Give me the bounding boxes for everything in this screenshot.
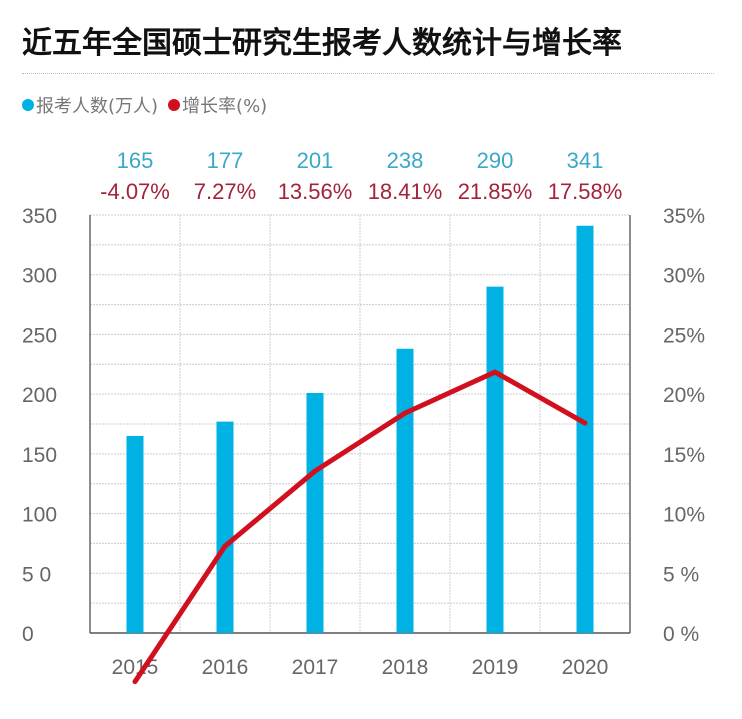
x-tick-label: 2017: [292, 656, 339, 679]
rate-value-label: -4.07%: [100, 179, 170, 204]
chart-title: 近五年全国硕士研究生报考人数统计与增长率: [22, 26, 622, 61]
rate-line: [132, 369, 588, 685]
x-tick-label: 2020: [562, 656, 609, 679]
legend: 报考人数(万人) 增长率(%): [22, 92, 267, 118]
bar: [576, 225, 594, 633]
rate-value-label: 7.27%: [194, 179, 256, 204]
y-right-tick-label: 0 %: [663, 623, 699, 646]
bar: [396, 348, 414, 633]
rate-value-label: 21.85%: [458, 179, 533, 204]
y-right-tick-label: 30%: [663, 265, 705, 288]
legend-dot-icon: [22, 99, 34, 111]
bar: [486, 286, 504, 633]
bar: [216, 421, 234, 633]
y-right-tick-label: 5 %: [663, 563, 699, 586]
bar-value-label: 290: [477, 148, 514, 173]
x-tick-label: 2018: [382, 656, 429, 679]
y-right-tick-label: 10%: [663, 504, 705, 527]
y-right-tick-label: 25%: [663, 324, 705, 347]
bar-value-label: 238: [387, 148, 424, 173]
y-right-tick-label: 15%: [663, 444, 705, 467]
bar: [126, 435, 144, 633]
y-left-tick-label: 200: [22, 384, 57, 407]
bar-value-label: 177: [207, 148, 244, 173]
y-left-tick-label: 350: [22, 205, 57, 228]
legend-dot-icon: [168, 99, 181, 111]
title-divider: [22, 73, 714, 74]
legend-label: 报考人数(万人): [36, 96, 159, 117]
bar: [306, 392, 324, 633]
legend-label: 增长率(%): [182, 96, 268, 117]
y-left-tick-label: 300: [22, 265, 57, 288]
y-left-tick-label: 0: [22, 623, 34, 646]
legend-item-bar: 报考人数(万人): [22, 92, 158, 118]
y-left-tick-label: 150: [22, 444, 57, 467]
x-tick-label: 2016: [202, 656, 249, 679]
y-left-tick-label: 100: [22, 504, 57, 527]
rate-value-label: 18.41%: [368, 179, 443, 204]
bar-value-label: 165: [117, 148, 154, 173]
y-right-tick-label: 35%: [663, 205, 705, 228]
y-left-tick-label: 250: [22, 324, 57, 347]
y-right-tick-label: 20%: [663, 384, 705, 407]
bar-value-label: 201: [297, 148, 334, 173]
y-left-tick-label: 5 0: [22, 563, 51, 586]
bar-value-label: 341: [567, 148, 604, 173]
rate-value-label: 17.58%: [548, 179, 623, 204]
legend-item-line: 增长率(%): [168, 92, 267, 118]
x-tick-label: 2019: [472, 656, 519, 679]
rate-value-label: 13.56%: [278, 179, 353, 204]
